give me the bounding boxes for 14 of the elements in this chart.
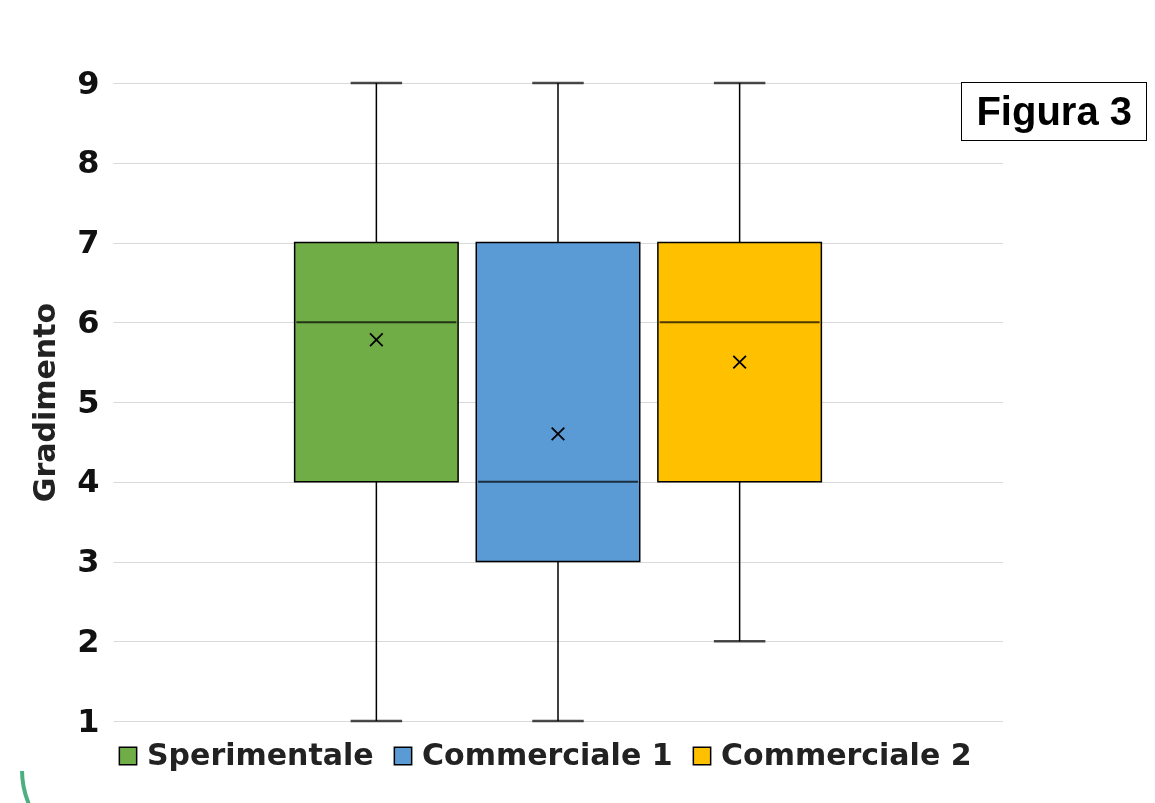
y-tick-label: 9 bbox=[77, 63, 100, 102]
y-tick-label: 4 bbox=[77, 462, 100, 501]
y-tick-label: 3 bbox=[77, 542, 100, 580]
y-axis-title: Gradimento bbox=[27, 302, 63, 503]
y-tick-label: 6 bbox=[77, 302, 100, 341]
y-tick-label: 5 bbox=[77, 382, 100, 421]
legend-label: Commerciale 1 bbox=[422, 737, 673, 772]
legend-label: Sperimentale bbox=[147, 737, 374, 772]
y-tick-label: 2 bbox=[77, 621, 100, 660]
annotation: Figura 3 bbox=[961, 82, 1147, 141]
y-tick-label: 8 bbox=[77, 143, 100, 182]
y-tick-label: 7 bbox=[77, 223, 100, 261]
y-tick-label: 1 bbox=[77, 701, 100, 740]
legend-label: Commerciale 2 bbox=[721, 737, 972, 772]
